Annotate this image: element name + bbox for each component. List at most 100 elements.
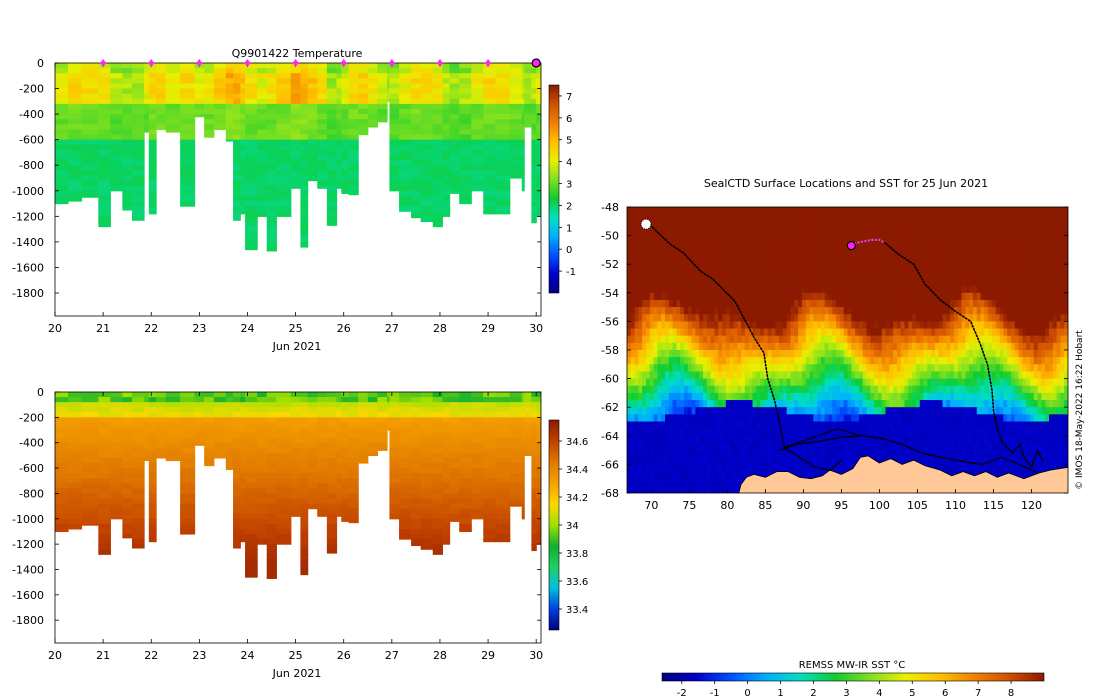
temperature-cell — [233, 119, 241, 125]
temperature-cell — [266, 129, 277, 136]
salinity-cell — [389, 432, 400, 439]
temperature-cell — [348, 155, 359, 161]
sst-cell — [969, 242, 974, 251]
salinity-cell — [377, 442, 388, 449]
sst-cell — [1010, 307, 1016, 315]
temperature-cell — [276, 63, 292, 69]
sst-cell — [725, 271, 731, 279]
sst-cell — [805, 328, 810, 337]
sst-cell — [630, 342, 636, 351]
sst-cell — [729, 207, 734, 215]
temperature-cell — [524, 119, 532, 125]
sst-cell — [756, 249, 761, 258]
salinity-cell — [336, 422, 342, 429]
temperature-cell — [233, 175, 241, 182]
salinity-cell — [290, 442, 302, 449]
sst-cell — [809, 242, 814, 251]
sst-cell — [915, 328, 921, 337]
salinity-cell — [266, 544, 277, 550]
sst-cell — [691, 335, 696, 344]
sst-cell — [748, 207, 753, 215]
temperature-cell — [432, 180, 443, 187]
sst-cell — [851, 278, 856, 287]
temperature-cell — [257, 175, 268, 182]
salinity-cell — [98, 442, 111, 449]
sst-cell — [779, 257, 784, 265]
salinity-cell — [459, 422, 472, 429]
sst-cell — [794, 207, 799, 215]
sst-cell — [855, 264, 860, 272]
salinity-cell — [148, 473, 157, 479]
temperature-cell — [240, 129, 246, 136]
salinity-cell — [276, 478, 292, 484]
temperature-cell — [348, 68, 359, 74]
sst-cell — [748, 221, 753, 229]
sst-cell — [858, 307, 864, 315]
salinity-cell — [420, 407, 434, 413]
sst-cell — [957, 292, 963, 301]
salinity-cell — [240, 432, 246, 439]
sst-cell — [923, 257, 928, 265]
sst-cell — [687, 321, 693, 330]
temperature-cell — [336, 160, 342, 166]
temperature-cell — [432, 114, 443, 120]
sst-cell — [1052, 235, 1058, 244]
temperature-cell — [442, 155, 451, 161]
sst-cell — [984, 307, 989, 315]
sst-cell — [627, 221, 632, 229]
temperature-cell — [420, 216, 434, 223]
sst-cell — [1014, 264, 1020, 272]
sst-cell — [801, 221, 807, 229]
sst-cell — [851, 257, 856, 265]
salinity-cell — [245, 397, 258, 403]
salinity-cell — [317, 488, 328, 495]
temperature-cell — [148, 78, 157, 85]
salinity-cell — [233, 468, 241, 474]
sst-cell — [988, 221, 993, 229]
temperature-cell — [276, 180, 292, 187]
temperature-cell — [509, 149, 523, 156]
sst-cell — [710, 278, 715, 287]
temperature-cell — [389, 73, 400, 79]
temperature-cell — [420, 119, 434, 125]
sst-cell — [984, 228, 989, 237]
sst-cell — [1010, 257, 1016, 265]
sst-cell — [786, 242, 791, 251]
temperature-cell — [233, 73, 241, 79]
sst-cell — [957, 278, 963, 287]
sst-cell — [779, 321, 784, 330]
salinity-cell — [55, 513, 69, 520]
sst-cell — [927, 314, 932, 322]
salinity-cell — [81, 432, 99, 439]
sst-cell — [790, 342, 795, 351]
salinity-cell — [290, 427, 302, 434]
salinity-cell — [411, 452, 422, 459]
temperature-cell — [245, 221, 258, 228]
sst-cell — [703, 321, 708, 330]
salinity-cell — [257, 402, 268, 408]
salinity-cell — [122, 432, 133, 439]
sst-cell — [832, 299, 837, 308]
temperature-cell — [245, 180, 258, 187]
temperature-cell — [180, 83, 196, 90]
sst-cell — [737, 257, 742, 265]
sst-cell — [1007, 307, 1012, 315]
sst-cell — [714, 307, 719, 315]
sst-cell — [836, 335, 841, 344]
temperature-cell — [348, 73, 359, 79]
sst-cell — [843, 335, 848, 344]
salinity-cell — [377, 397, 388, 403]
sst-cell — [653, 214, 658, 222]
temperature-cell — [144, 88, 150, 95]
salinity-cell — [317, 402, 328, 408]
temperature-cell — [213, 63, 227, 69]
sst-cell — [972, 214, 978, 222]
sst-cell — [980, 278, 985, 287]
sst-cell — [634, 257, 639, 265]
sst-cell — [771, 285, 776, 294]
temperature-cell — [165, 119, 181, 125]
temperature-cell — [276, 124, 292, 131]
sst-cell — [809, 271, 814, 279]
temperature-cell — [81, 134, 99, 141]
salinity-cell — [233, 518, 241, 525]
